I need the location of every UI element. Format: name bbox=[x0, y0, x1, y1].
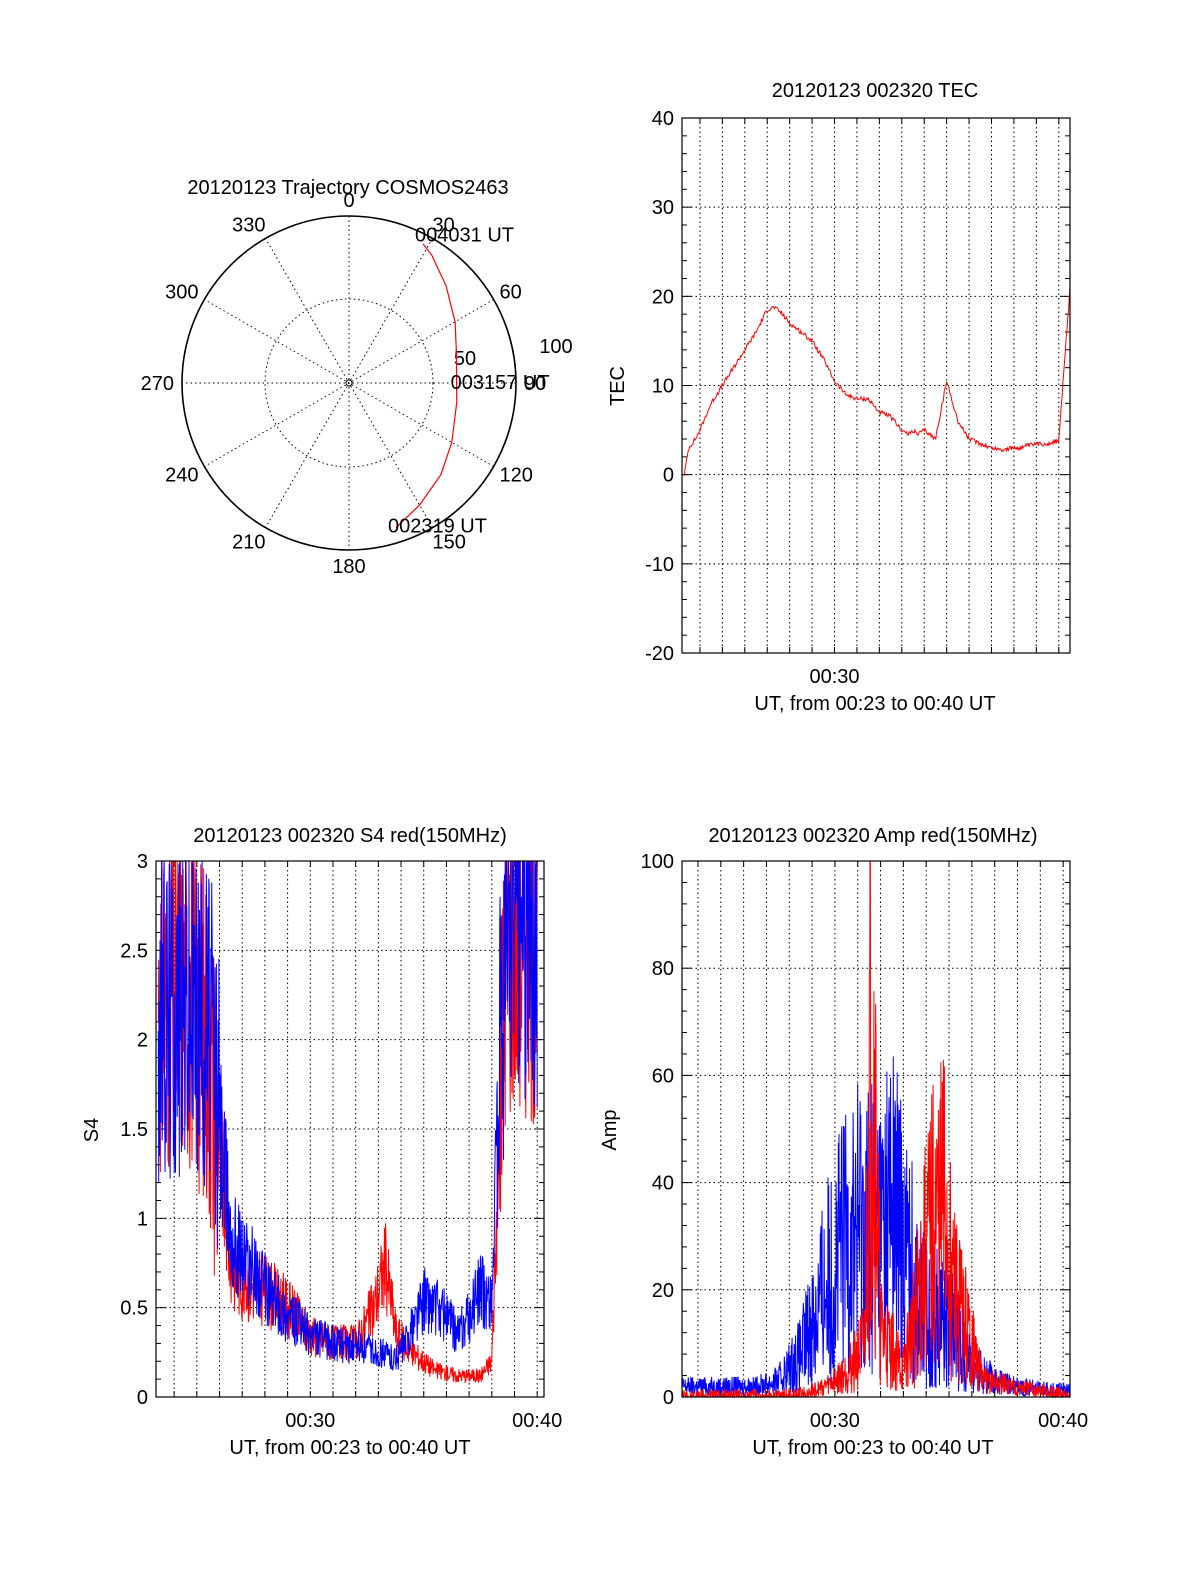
y-tick-label: 0 bbox=[663, 1387, 674, 1409]
polar-angle-label: 180 bbox=[332, 556, 365, 578]
x-tick-label: 00:30 bbox=[810, 1410, 860, 1432]
polar-angle-label: 120 bbox=[499, 465, 532, 487]
plot-frame bbox=[155, 860, 545, 1398]
x-tick-label: 00:30 bbox=[809, 666, 859, 688]
polar-angle-label: 150 bbox=[433, 531, 466, 553]
y-tick-label: 3 bbox=[137, 851, 148, 873]
x-tick-label: 00:30 bbox=[285, 1410, 335, 1432]
y-tick-label: 0.5 bbox=[120, 1298, 148, 1320]
tec-chart: 20120123 002320 TEC UT, from 00:23 to 00… bbox=[607, 80, 1071, 715]
plot-frame bbox=[681, 117, 1071, 654]
polar-angle-label: 330 bbox=[232, 215, 265, 237]
polar-angle-label: 30 bbox=[433, 215, 455, 237]
y-tick-label: 1.5 bbox=[120, 1119, 148, 1141]
polar-angle-label: 90 bbox=[524, 373, 546, 395]
polar-angle-label: 210 bbox=[232, 531, 265, 553]
s4-title: 20120123 002320 S4 red(150MHz) bbox=[193, 825, 507, 847]
y-tick-label: 80 bbox=[652, 958, 674, 980]
polar-angle-label: 270 bbox=[141, 373, 174, 395]
polar-angle-label: 60 bbox=[499, 282, 521, 304]
y-tick-label: 30 bbox=[652, 197, 674, 219]
tec-title: 20120123 002320 TEC bbox=[772, 80, 978, 102]
amp-title: 20120123 002320 Amp red(150MHz) bbox=[708, 825, 1037, 847]
x-tick-label: 00:40 bbox=[512, 1410, 562, 1432]
polar-angle-label: 0 bbox=[343, 190, 354, 212]
amp-chart: 20120123 002320 Amp red(150MHz) UT, from… bbox=[599, 825, 1088, 1459]
amp-x-axis-label: UT, from 00:23 to 00:40 UT bbox=[752, 1437, 993, 1459]
polar-angle-label: 240 bbox=[165, 465, 198, 487]
s4-x-axis-label: UT, from 00:23 to 00:40 UT bbox=[229, 1437, 470, 1459]
series-line-red bbox=[681, 860, 1071, 1399]
y-tick-label: -10 bbox=[645, 554, 674, 576]
x-tick-label: 00:40 bbox=[1038, 1410, 1088, 1432]
tec-y-axis-label: TEC bbox=[607, 366, 629, 406]
tec-x-axis-label: UT, from 00:23 to 00:40 UT bbox=[754, 693, 995, 715]
y-tick-label: 2.5 bbox=[120, 940, 148, 962]
polar-radial-label: 50 bbox=[454, 348, 476, 370]
polar-inner-circle bbox=[264, 298, 434, 468]
y-tick-label: -20 bbox=[645, 643, 674, 665]
plot-frame bbox=[681, 860, 1071, 1398]
s4-y-axis-label: S4 bbox=[81, 1118, 103, 1142]
y-tick-label: 2 bbox=[137, 1030, 148, 1052]
y-tick-label: 100 bbox=[641, 851, 674, 873]
y-tick-label: 1 bbox=[137, 1208, 148, 1230]
polar-time-annotation: 004031 UT bbox=[415, 225, 514, 247]
series-line-blue bbox=[157, 860, 538, 1371]
polar-angle-label: 300 bbox=[165, 282, 198, 304]
polar-trajectory-line bbox=[395, 243, 458, 529]
y-tick-label: 60 bbox=[652, 1065, 674, 1087]
polar-trajectory-chart: 20120123 Trajectory COSMOS2463 0 30 60 90 12… bbox=[141, 177, 573, 578]
polar-spoke bbox=[265, 238, 433, 528]
polar-time-annotation: 002319 UT bbox=[388, 516, 487, 538]
y-tick-label: 40 bbox=[652, 108, 674, 130]
s4-chart: 20120123 002320 S4 red(150MHz) UT, from … bbox=[81, 825, 562, 1459]
amp-y-axis-label: Amp bbox=[599, 1109, 621, 1150]
y-tick-label: 10 bbox=[652, 376, 674, 398]
y-tick-label: 40 bbox=[652, 1173, 674, 1195]
y-tick-label: 20 bbox=[652, 286, 674, 308]
polar-time-annotation: 003157 UT bbox=[451, 372, 550, 394]
series-line-red bbox=[683, 285, 1071, 477]
y-tick-label: 20 bbox=[652, 1280, 674, 1302]
y-tick-label: 0 bbox=[137, 1387, 148, 1409]
polar-center bbox=[345, 379, 353, 387]
polar-radial-label: 100 bbox=[539, 336, 572, 358]
y-tick-label: 0 bbox=[663, 465, 674, 487]
series-line-blue bbox=[681, 1056, 1071, 1399]
polar-title: 20120123 Trajectory COSMOS2463 bbox=[187, 177, 508, 199]
